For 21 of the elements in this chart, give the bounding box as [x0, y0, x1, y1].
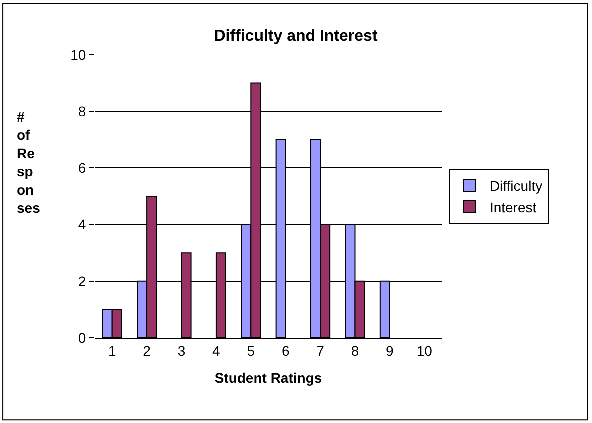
x-tick-label: 10 — [416, 342, 433, 359]
x-tick-label: 6 — [282, 342, 290, 359]
y-tick-label: 2 — [78, 273, 86, 290]
x-axis-title: Student Ratings — [214, 370, 322, 386]
x-tick-label: 5 — [247, 342, 256, 359]
y-tick-label: 10 — [70, 46, 86, 63]
x-tick-label: 4 — [212, 342, 221, 359]
chart-title: Difficulty and Interest — [214, 28, 378, 45]
y-tick-label: 4 — [78, 216, 86, 233]
x-tick-label: 2 — [143, 342, 152, 359]
legend-label: Interest — [490, 199, 537, 216]
x-tick-label: 9 — [386, 342, 394, 359]
x-tick-label: 1 — [108, 342, 116, 359]
y-tick-label: 8 — [78, 104, 86, 120]
y-tick-label: 0 — [78, 330, 86, 346]
y-tick-label: 6 — [78, 160, 86, 176]
x-tick-label: 8 — [351, 342, 360, 359]
y-axis-title: # of Re sp on ses — [17, 109, 41, 216]
x-tick-label: 3 — [178, 342, 186, 359]
legend-label: Difficulty — [490, 178, 543, 194]
x-tick-label: 7 — [316, 342, 325, 359]
